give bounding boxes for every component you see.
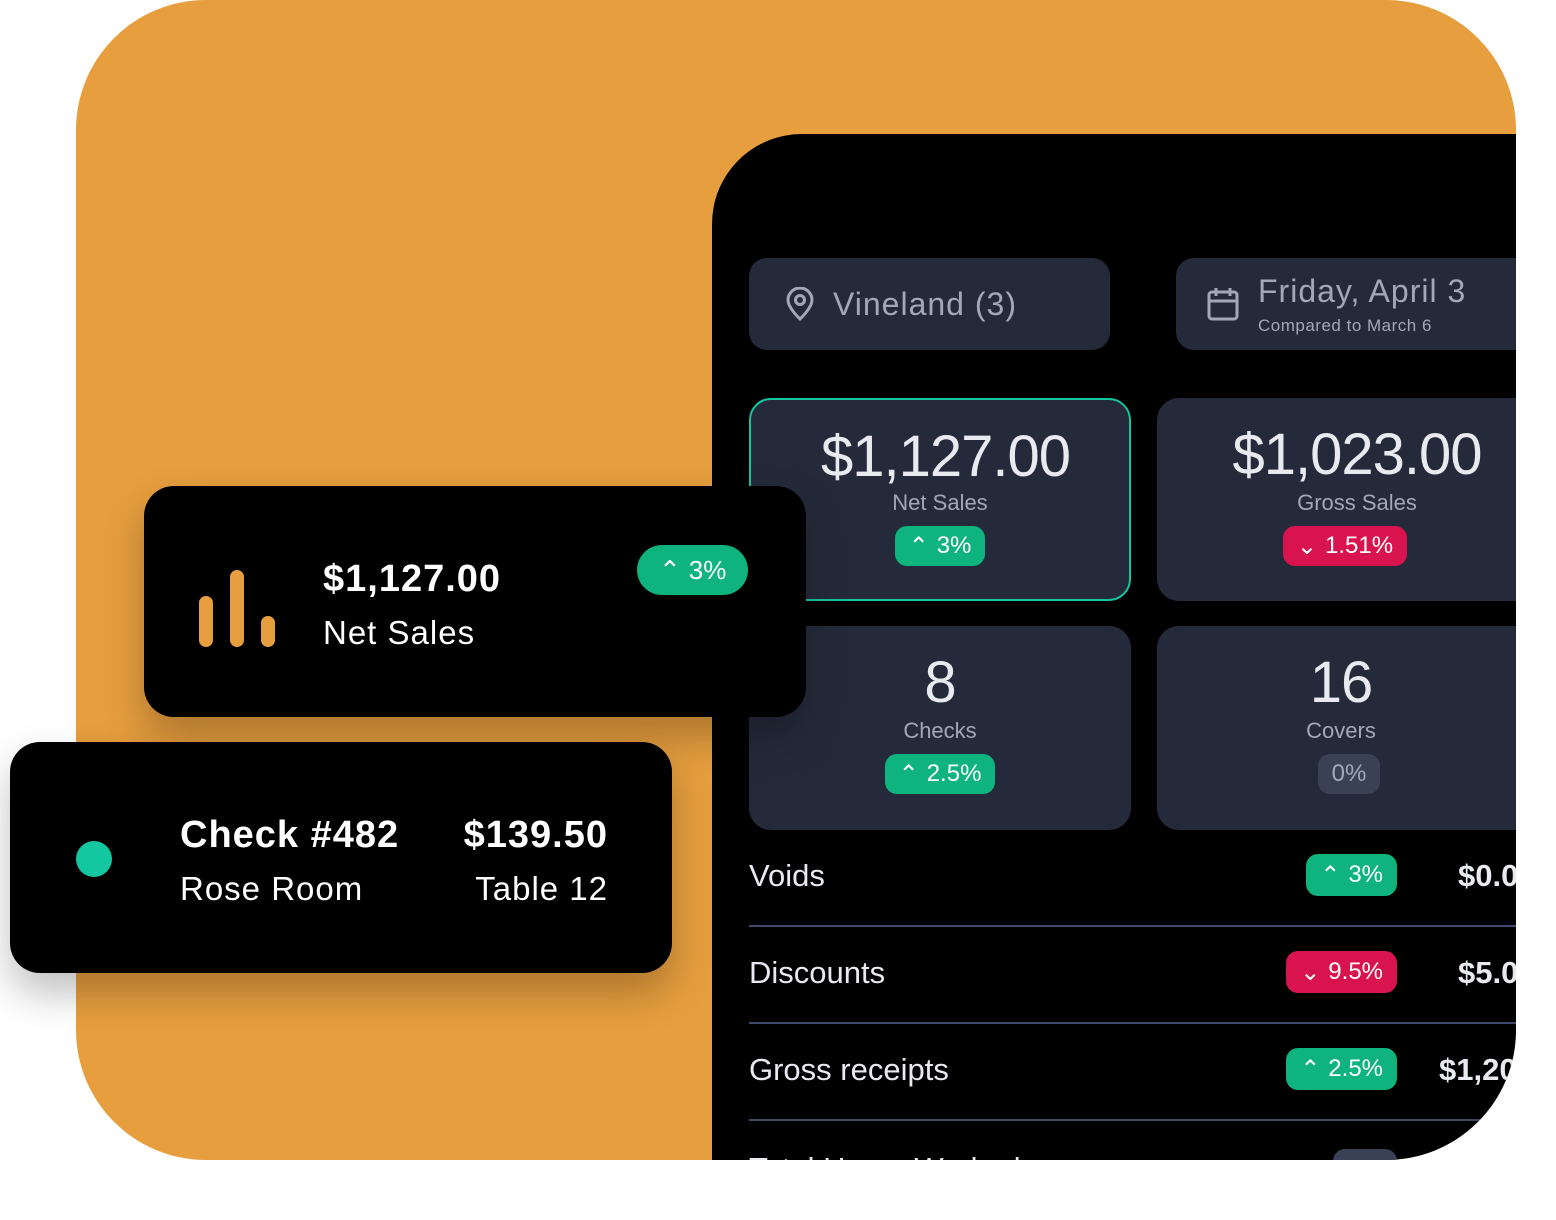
row-gross-receipts[interactable]: Gross receipts ⌃ 2.5% $1,20 (749, 1024, 1516, 1121)
chevron-down-icon: ⌄ (1300, 958, 1321, 986)
tile-label: Gross Sales (1297, 490, 1417, 515)
calendar-icon (1207, 288, 1239, 321)
location-selector[interactable]: Vineland (3) (749, 258, 1110, 350)
row-label: Total Hours Worked (749, 1151, 1021, 1160)
compare-label: Compared to March 6 (1258, 315, 1432, 335)
change-badge: ⌃ 3% (894, 526, 986, 566)
change-value: 2.5% (1328, 1055, 1383, 1082)
dashboard-panel: Vineland (3) Friday, April 3 Compared to… (712, 134, 1516, 1160)
change-value: 3% (688, 554, 727, 585)
chevron-up-icon: ⌃ (908, 532, 929, 560)
tile-label: Checks (903, 718, 977, 743)
change-value: 0% (1331, 760, 1367, 787)
net-sales-card: $1,127.00 Net Sales ⌃ 3% (144, 486, 806, 717)
change-value: 9.5% (1328, 958, 1383, 985)
location-pin-icon (786, 287, 814, 321)
change-badge: ⌄ 1.51% (1282, 526, 1408, 566)
net-sales-label: Net Sales (323, 614, 476, 651)
row-amount: $1,20 (1439, 1052, 1516, 1087)
tile-value: 8 (924, 650, 956, 715)
tile-label: Covers (1306, 718, 1376, 743)
check-room: Rose Room (180, 870, 364, 907)
check-amount: $139.50 (463, 814, 608, 856)
change-value: 3% (1348, 861, 1383, 888)
tile-value: $1,023.00 (1232, 422, 1482, 487)
chevron-up-icon: ⌃ (898, 760, 919, 788)
row-amount: $5.0 (1458, 955, 1516, 990)
change-badge: ⌃ 2.5% (884, 754, 996, 794)
row-voids[interactable]: Voids ⌃ 3% $0.0 (749, 830, 1516, 927)
change-badge: ⌃ 3% (1306, 854, 1397, 896)
tile-covers[interactable]: 16 Covers 0% (1157, 626, 1516, 830)
date-selector[interactable]: Friday, April 3 Compared to March 6 (1176, 258, 1516, 350)
row-total-hours[interactable]: Total Hours Worked (749, 1121, 1516, 1160)
tile-value: 16 (1309, 650, 1374, 715)
tile-gross-sales[interactable]: $1,023.00 Gross Sales ⌄ 1.51% (1157, 398, 1516, 601)
chevron-up-icon: ⌃ (1300, 1055, 1321, 1083)
change-badge: ⌃ 2.5% (1286, 1048, 1397, 1090)
row-label: Voids (749, 858, 825, 893)
tile-checks[interactable]: 8 Checks ⌃ 2.5% (749, 626, 1131, 830)
change-badge: ⌃ 3% (637, 545, 749, 595)
change-badge: 0% (1317, 754, 1381, 794)
check-card[interactable]: Check #482 Rose Room $139.50 Table 12 (10, 742, 672, 973)
change-value: 2.5% (926, 760, 982, 787)
row-label: Gross receipts (749, 1052, 949, 1087)
change-badge: ⌄ 9.5% (1286, 951, 1397, 993)
check-title: Check #482 (180, 814, 400, 856)
location-label: Vineland (3) (833, 285, 1017, 322)
tile-net-sales[interactable]: $1,127.00 Net Sales ⌃ 3% (749, 398, 1131, 601)
tile-label: Net Sales (892, 490, 988, 515)
date-label: Friday, April 3 (1258, 272, 1467, 309)
net-sales-amount: $1,127.00 (323, 558, 502, 600)
change-value: 1.51% (1325, 532, 1394, 559)
chevron-down-icon: ⌄ (1296, 532, 1318, 560)
change-badge (1333, 1149, 1397, 1160)
tile-value: $1,127.00 (821, 424, 1071, 489)
change-value: 3% (936, 532, 972, 559)
row-discounts[interactable]: Discounts ⌄ 9.5% $5.0 (749, 927, 1516, 1024)
bar-chart-icon (199, 570, 279, 647)
check-table: Table 12 (475, 870, 608, 907)
row-label: Discounts (749, 955, 886, 990)
chevron-up-icon: ⌃ (1320, 861, 1341, 889)
row-amount: $0.0 (1458, 858, 1516, 893)
status-dot (76, 841, 112, 877)
chevron-up-icon: ⌃ (659, 554, 681, 585)
